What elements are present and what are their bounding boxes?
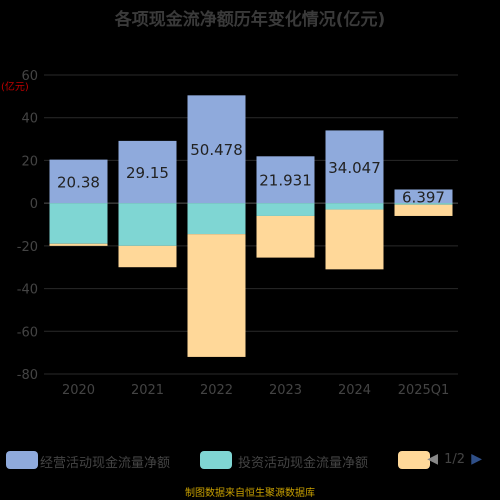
chart-title: 各项现金流净额历年变化情况(亿元) xyxy=(114,10,386,30)
legend-swatch-financing xyxy=(398,451,430,469)
bar-investing xyxy=(187,203,246,235)
y-tick-label: -40 xyxy=(17,283,38,298)
data-label: 20.38 xyxy=(57,173,100,191)
bar-financing xyxy=(187,234,246,357)
bar-financing xyxy=(118,245,177,268)
legend-swatch-operating xyxy=(6,451,38,469)
bar-financing xyxy=(325,209,384,270)
unit-label: (亿元) xyxy=(1,82,29,93)
legend-label-operating: 经营活动现金流量净额 xyxy=(40,456,171,471)
x-tick-label: 2025Q1 xyxy=(398,383,450,398)
data-labels: 20.38 29.15 50.478 21.931 34.047 6.397 xyxy=(57,141,445,206)
data-label: 29.15 xyxy=(126,164,169,182)
y-tick-label: -60 xyxy=(17,325,38,340)
legend-pager: ◀ 1/2 ▶ xyxy=(425,451,484,467)
prev-page-icon[interactable]: ◀ xyxy=(427,451,439,467)
bar-operating xyxy=(325,130,384,204)
y-tick-label: 0 xyxy=(30,197,38,212)
y-tick-label: 20 xyxy=(21,154,38,169)
bar-financing xyxy=(394,204,453,216)
grid xyxy=(44,74,458,375)
legend-page-indicator: 1/2 xyxy=(444,452,466,467)
legend: 经营活动现金流量净额 投资活动现金流量净额 ◀ 1/2 ▶ xyxy=(0,447,500,473)
bar-operating xyxy=(118,140,177,204)
bar-financing xyxy=(49,243,108,246)
bar-investing xyxy=(394,203,453,205)
next-page-icon[interactable]: ▶ xyxy=(471,451,482,467)
bar-operating xyxy=(49,159,108,204)
bar-investing xyxy=(325,203,384,210)
y-tick-label: 40 xyxy=(21,112,38,127)
y-tick-label: 60 xyxy=(21,69,38,84)
y-axis: 60 40 20 0 -20 -40 -60 -80 xyxy=(17,69,38,383)
y-tick-label: -80 xyxy=(17,368,38,383)
data-label: 50.478 xyxy=(190,141,243,159)
legend-label-investing: 投资活动现金流量净额 xyxy=(238,456,369,471)
bar-operating xyxy=(394,189,453,204)
data-label: 6.397 xyxy=(402,188,445,206)
bar-financing xyxy=(256,215,315,258)
x-tick-label: 2020 xyxy=(62,383,95,398)
bar-investing xyxy=(49,203,108,244)
bar-operating xyxy=(256,156,315,204)
x-tick-label: 2022 xyxy=(200,383,233,398)
source-note: 制图数据来自恒生聚源数据库 xyxy=(185,488,315,499)
y-tick-label: -20 xyxy=(17,240,38,255)
data-label: 34.047 xyxy=(328,159,381,177)
bar-investing xyxy=(256,203,315,216)
bars xyxy=(49,95,453,357)
x-tick-label: 2023 xyxy=(269,383,302,398)
legend-swatch-investing xyxy=(200,451,232,469)
x-tick-label: 2024 xyxy=(338,383,371,398)
data-label: 21.931 xyxy=(259,172,312,190)
x-axis: 2020 2021 2022 2023 2024 2025Q1 xyxy=(62,383,449,398)
x-tick-label: 2021 xyxy=(131,383,164,398)
bar-operating xyxy=(187,95,246,204)
bar-investing xyxy=(118,203,177,246)
